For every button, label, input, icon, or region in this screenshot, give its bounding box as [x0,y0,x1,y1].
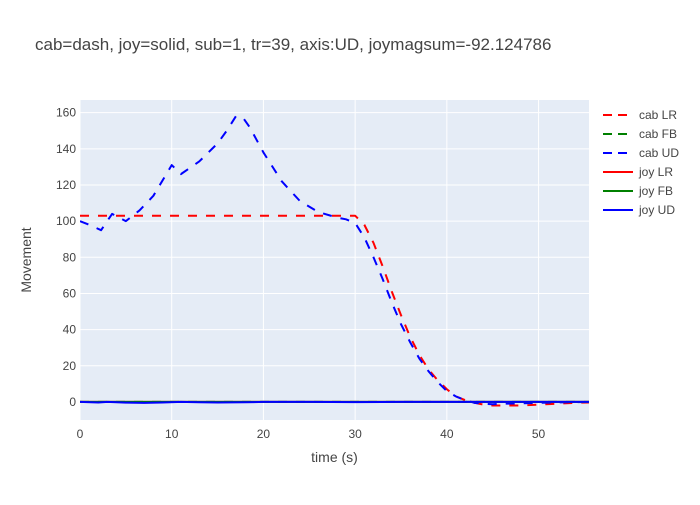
legend-item-cab-fb[interactable]: cab FB [603,127,677,141]
legend-label: cab FB [639,127,677,141]
x-tick-label: 40 [440,427,454,441]
legend-label: joy FB [638,184,673,198]
legend-item-cab-ud[interactable]: cab UD [603,146,679,160]
chart-title: cab=dash, joy=solid, sub=1, tr=39, axis:… [35,35,551,54]
legend-item-cab-lr[interactable]: cab LR [603,108,677,122]
legend-label: joy LR [638,165,673,179]
legend-item-joy-lr[interactable]: joy LR [603,165,673,179]
x-tick-label: 30 [348,427,362,441]
y-axis-title: Movement [18,227,34,292]
series-line-cab-lr [80,214,589,407]
x-tick-label: 0 [77,427,84,441]
series-line-joy-ud [80,400,589,404]
x-axis-title: time (s) [311,449,358,465]
y-tick-label: 160 [56,106,76,120]
legend-item-joy-ud[interactable]: joy UD [603,203,675,217]
y-tick-label: 40 [63,323,77,337]
y-tick-label: 0 [69,395,76,409]
legend-item-joy-fb[interactable]: joy FB [603,184,673,198]
series-layer [80,115,589,407]
legend-label: cab LR [639,108,677,122]
plot-area [80,100,589,420]
legend-label: joy UD [638,203,675,217]
legend[interactable]: cab LR cab FB cab UD joy LR joy FB joy UD [603,108,679,217]
legend-label: cab UD [639,146,679,160]
y-tick-label: 20 [63,359,77,373]
y-tick-label: 80 [63,250,77,264]
y-tick-label: 60 [63,286,77,300]
y-tick-label: 120 [56,178,76,192]
x-tick-label: 50 [532,427,546,441]
x-tick-label: 20 [257,427,271,441]
y-tick-label: 140 [56,142,76,156]
series-line-cab-ud [80,115,589,406]
y-tick-label: 100 [56,214,76,228]
x-tick-label: 10 [165,427,179,441]
tick-labels: 0 10 20 30 40 50 0 20 40 60 80 100 120 140 160 [56,106,546,441]
